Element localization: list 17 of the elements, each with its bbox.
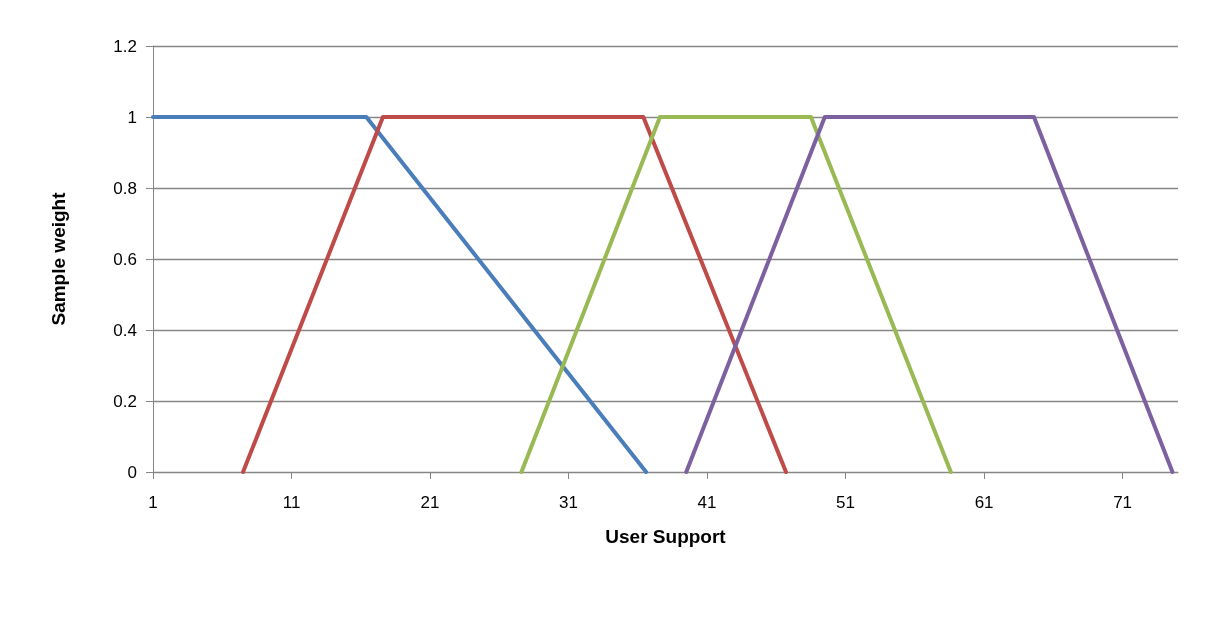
x-axis-title: User Support [605, 526, 727, 547]
y-tick-label: 1 [127, 107, 137, 127]
y-tick-label: 0.6 [113, 249, 137, 269]
y-tick-label: 0.8 [113, 178, 137, 198]
y-tick-label: 1.2 [113, 36, 137, 56]
x-tick-label: 21 [420, 493, 440, 512]
y-axis-title: Sample weight [48, 191, 69, 326]
x-tick-label: 1 [148, 493, 158, 512]
y-tick-label: 0.2 [113, 391, 137, 411]
y-tick-label: 0 [127, 462, 137, 482]
y-tick-label: 0.4 [113, 320, 137, 340]
x-tick-label: 51 [836, 493, 856, 512]
x-tick-label: 71 [1113, 493, 1133, 512]
x-tick-label: 11 [282, 493, 301, 512]
x-tick-label: 41 [697, 493, 717, 512]
x-tick-label: 31 [559, 493, 578, 512]
x-tick-label: 61 [974, 493, 994, 512]
